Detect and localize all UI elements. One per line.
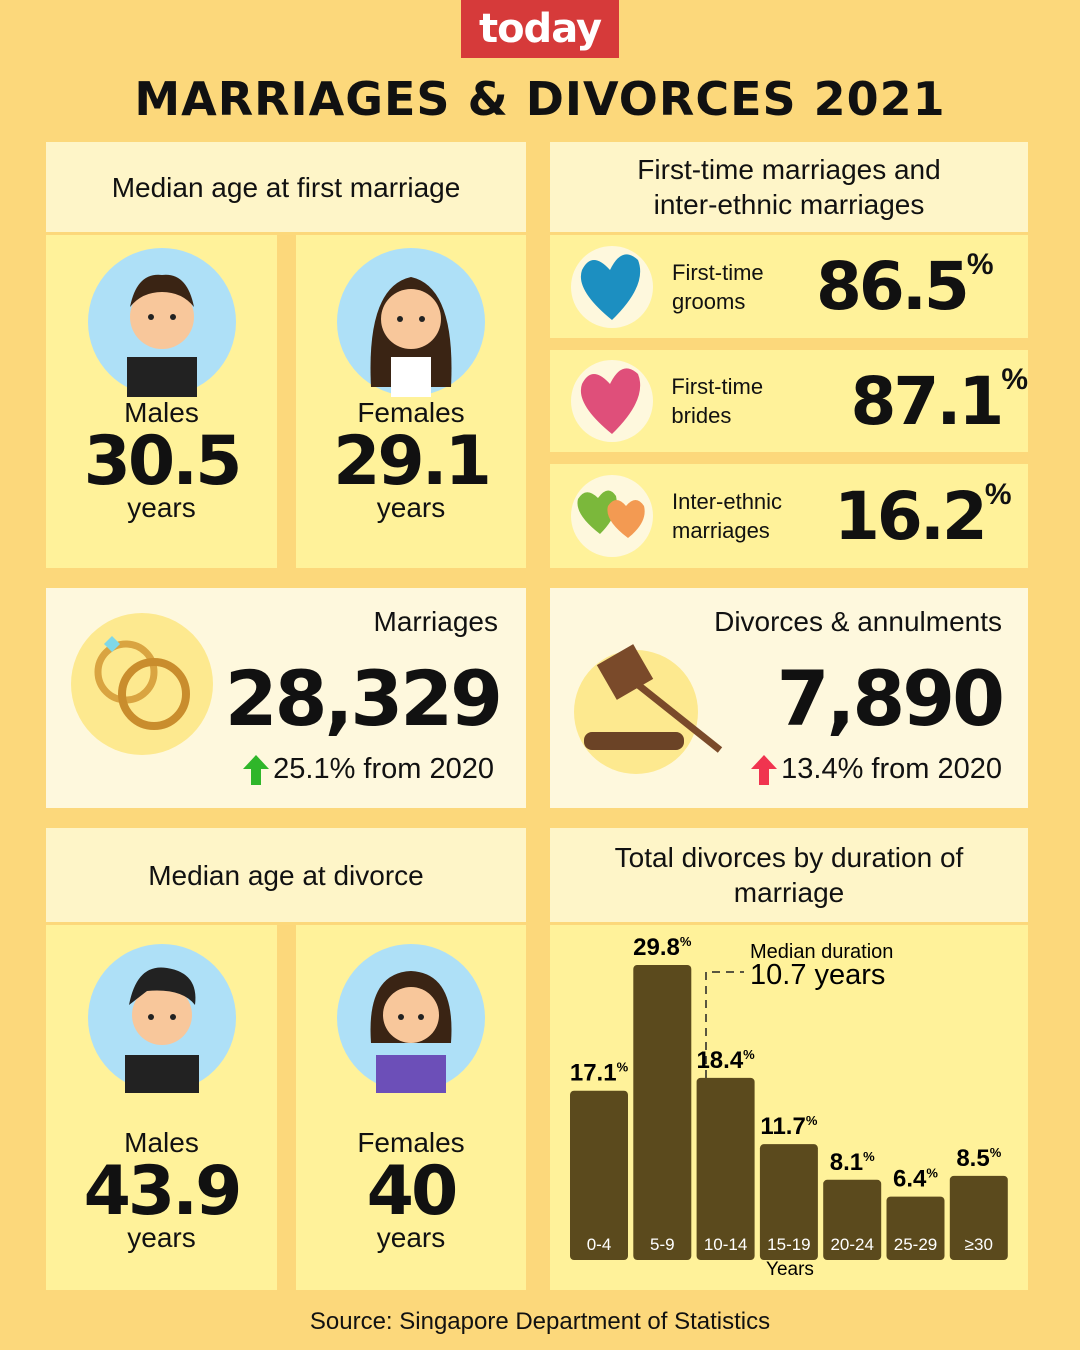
man-icon (87, 944, 236, 1093)
label: Females (357, 1127, 465, 1158)
label: Inter-ethnic marriages (672, 489, 783, 543)
value: 28,329 (224, 654, 503, 743)
x-tick-label: 20-24 (830, 1235, 873, 1254)
panel-heading: Median age at divorce (46, 828, 526, 922)
value-label: 6.4% (893, 1166, 938, 1193)
value: 40 (366, 1152, 459, 1231)
stat-row: Inter-ethnic marriages 16.2% (550, 464, 1028, 568)
x-tick-label: 15-19 (767, 1235, 810, 1254)
rings-icon (71, 613, 213, 755)
unit: % (984, 477, 1012, 511)
unit: % (1001, 362, 1028, 396)
x-axis-label: Years (766, 1259, 814, 1280)
bar (696, 1077, 755, 1260)
page-title: MARRIAGES & DIVORCES 2021 (134, 72, 946, 126)
hearts-icon (571, 475, 653, 557)
unit: % (966, 248, 994, 281)
up-arrow (751, 754, 778, 785)
bar (633, 964, 692, 1260)
label: First-time brides (671, 374, 764, 428)
females-card: Females 40 years (296, 925, 526, 1290)
value-label: 29.8% (633, 934, 692, 961)
unit: years (376, 492, 446, 523)
annotation-value: 10.7 years (750, 959, 885, 991)
up-arrow (243, 754, 270, 785)
value: 30.5 (83, 422, 243, 501)
unit: years (127, 1222, 196, 1253)
value-label: 8.5% (956, 1145, 1001, 1172)
label: Males (124, 397, 199, 428)
median-marker (705, 971, 744, 1260)
x-tick-label: ≥30 (965, 1235, 993, 1254)
females-card: Females 29.1 years (296, 235, 526, 568)
card-heading: Divorces & annulments (714, 606, 1002, 637)
annotation-label: Median duration (750, 941, 893, 963)
value: 43.9 (83, 1152, 243, 1231)
woman-icon (337, 944, 485, 1093)
bride-icon (337, 248, 485, 397)
change: 25.1% from 2020 (243, 753, 494, 786)
change-text: 25.1% from 2020 (273, 753, 494, 785)
value-label: 11.7% (760, 1113, 817, 1140)
x-tick-label: 10-14 (704, 1235, 747, 1254)
value: 7,890 (776, 654, 1005, 743)
label: First-time grooms (672, 259, 764, 314)
heart-icon (571, 360, 653, 442)
unit: years (376, 1222, 446, 1253)
x-tick-label: 0-4 (587, 1235, 612, 1254)
x-tick-label: 25-29 (894, 1235, 937, 1254)
unit: years (127, 492, 196, 523)
change-text: 13.4% from 2020 (781, 753, 1002, 785)
marriages-card: Marriages 28,329 25.1% from 2020 (46, 588, 526, 808)
chart: Years Median duration 10.7 years 0-4 17.1… (550, 925, 1028, 1290)
males-card: Males 43.9 years (46, 925, 277, 1290)
x-tick-label: 5-9 (650, 1235, 675, 1254)
bar (949, 1175, 1008, 1260)
bar (759, 1144, 818, 1260)
change: 13.4% from 2020 (751, 753, 1002, 786)
source: Source: Singapore Department of Statisti… (309, 1308, 771, 1335)
divorces-card: Divorces & annulments 7,890 13.4% from 2… (550, 588, 1028, 808)
groom-icon (87, 248, 236, 397)
value-label: 18.4% (696, 1047, 755, 1074)
value-label: 17.1% (570, 1060, 629, 1087)
label: Females (357, 397, 465, 428)
panel-heading: Median age at first marriage (46, 142, 526, 232)
chart-title: Total divorces by duration of marriage (550, 828, 1028, 922)
bar (823, 1179, 882, 1260)
value: 87.1 (850, 362, 1004, 440)
card-heading: Marriages (373, 606, 498, 637)
bar (886, 1196, 945, 1260)
heart-icon (571, 245, 653, 328)
label: Males (124, 1127, 199, 1158)
value-label: 8.1% (830, 1149, 875, 1176)
value: 29.1 (333, 422, 492, 501)
gavel-icon (574, 644, 723, 774)
value: 86.5 (816, 248, 970, 325)
bar (570, 1090, 628, 1260)
stat-row: First-time brides 87.1% (550, 350, 1028, 452)
males-card: Males 30.5 years (46, 235, 277, 568)
value: 16.2 (834, 477, 988, 555)
panel-heading: First-time marriages and inter-ethnic ma… (550, 142, 1028, 232)
stat-row: First-time grooms 86.5% (550, 235, 1028, 338)
brand-logo: today (461, 0, 619, 58)
